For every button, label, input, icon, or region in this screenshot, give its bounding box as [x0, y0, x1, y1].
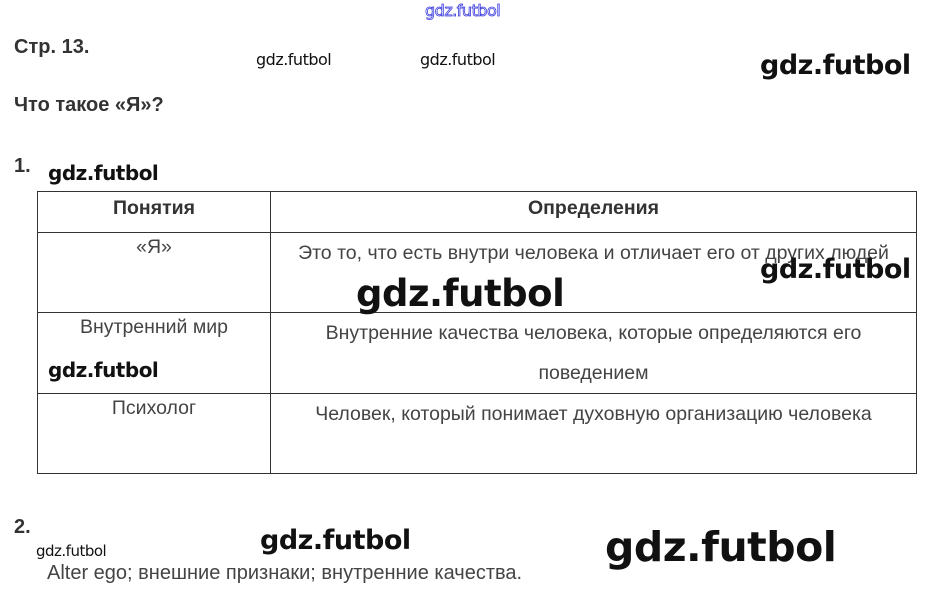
page-number: Стр. 13. — [14, 36, 90, 58]
page-title: Что такое «Я»? — [14, 94, 164, 116]
definition-cell: Человек, который понимает духовную орган… — [270, 393, 917, 474]
concepts-table: Понятия Определения «Я» Это то, что есть… — [37, 191, 917, 474]
concept-cell: Психолог — [37, 393, 271, 474]
watermark: gdz.futbol — [760, 254, 911, 285]
table-row: Внутренний мир Внутренние качества челов… — [37, 312, 917, 394]
definition-cell: Внутренние качества человека, которые оп… — [270, 312, 917, 394]
definition-cell: Это то, что есть внутри человека и отлич… — [270, 232, 917, 313]
watermark: gdz.futbol — [256, 50, 332, 69]
watermark: gdz.futbol — [605, 523, 837, 571]
watermark: gdz.futbol — [356, 272, 565, 315]
concept-cell: «Я» — [37, 232, 271, 313]
column-header: Понятия — [37, 191, 271, 233]
watermark: gdz.futbol — [420, 50, 496, 69]
watermark: gdz.futbol — [48, 358, 159, 382]
task-2-answer: Alter ego; внешние признаки; внутренние … — [47, 562, 523, 584]
column-header: Определения — [270, 191, 917, 233]
task-2-number: 2. — [14, 516, 31, 538]
watermark: gdz.futbol — [36, 542, 107, 560]
watermark: gdz.futbol — [425, 1, 502, 21]
table-row: Психолог Человек, который понимает духов… — [37, 393, 917, 474]
watermark: gdz.futbol — [48, 161, 159, 185]
table-header-row: Понятия Определения — [37, 191, 917, 233]
task-1-number: 1. — [14, 155, 31, 177]
watermark: gdz.futbol — [260, 525, 411, 556]
table-row: «Я» Это то, что есть внутри человека и о… — [37, 232, 917, 313]
watermark: gdz.futbol — [760, 50, 911, 81]
